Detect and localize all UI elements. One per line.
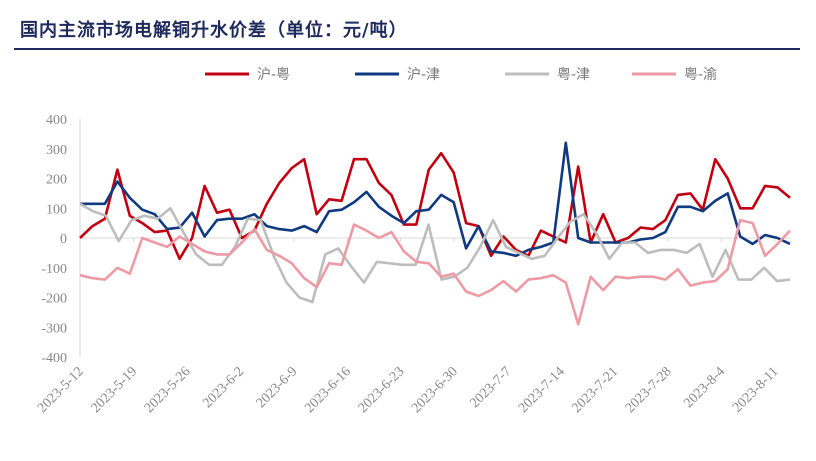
- series-line-粤-津: [79, 202, 791, 304]
- x-tick-label: 2023-5-26: [142, 364, 194, 416]
- series-line-沪-粤: [79, 151, 791, 261]
- x-tick-label: 2023-7-28: [623, 364, 675, 416]
- y-tick-label: 0: [60, 232, 67, 247]
- series-line-沪-津: [80, 141, 791, 258]
- y-tick-label: 100: [46, 202, 67, 217]
- y-tick-label: -100: [41, 262, 67, 277]
- x-tick-label: 2023-6-16: [302, 364, 354, 416]
- y-tick-label: -300: [41, 321, 67, 336]
- x-tick-label: 2023-5-19: [88, 364, 140, 416]
- y-tick-label: -400: [41, 351, 67, 366]
- x-tick-label: 2023-8-11: [730, 364, 781, 415]
- x-tick-label: 2023-7-7: [467, 364, 514, 411]
- x-tick-label: 2023-5-12: [35, 364, 87, 416]
- legend-label: 沪-粤: [257, 67, 290, 83]
- y-tick-label: 200: [46, 173, 67, 188]
- y-tick-label: 300: [46, 143, 67, 158]
- legend-label: 沪-津: [407, 67, 440, 83]
- series-line-粤-渝: [79, 218, 791, 326]
- x-tick-label: 2023-6-9: [254, 364, 301, 411]
- legend-label: 粤-渝: [684, 67, 717, 83]
- x-tick-label: 2023-6-2: [200, 364, 247, 411]
- x-tick-label: 2023-7-21: [569, 364, 621, 416]
- legend-label: 粤-津: [557, 67, 590, 83]
- x-tick-label: 2023-6-23: [356, 364, 408, 416]
- y-tick-label: -200: [41, 292, 67, 307]
- title-underline: [14, 48, 800, 50]
- chart-title: 国内主流市场电解铜升水价差（单位：元/吨）: [20, 20, 408, 41]
- x-tick-label: 2023-6-30: [409, 364, 461, 416]
- x-tick-label: 2023-7-14: [516, 364, 568, 416]
- x-tick-label: 2023-8-4: [681, 364, 728, 411]
- y-tick-label: 400: [46, 113, 67, 128]
